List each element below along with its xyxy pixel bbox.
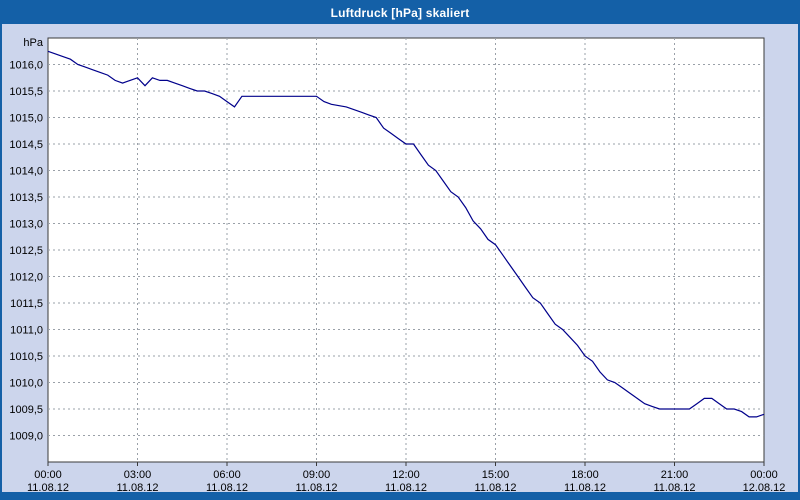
- x-tick-date: 11.08.12: [564, 482, 606, 492]
- y-tick-label: 1010,0: [9, 378, 43, 390]
- x-tick-time: 21:00: [661, 469, 689, 481]
- x-tick-time: 00:00: [750, 469, 778, 481]
- pressure-series-line: [47, 50, 765, 418]
- x-tick-date: 11.08.12: [653, 482, 695, 492]
- x-tick-time: 18:00: [571, 469, 599, 481]
- x-tick-date: 11.08.12: [206, 482, 248, 492]
- y-tick-label: 1011,5: [10, 298, 43, 310]
- window-title: Luftdruck [hPa] skaliert: [2, 2, 798, 24]
- y-tick-label: 1015,5: [9, 86, 43, 98]
- x-tick-time: 09:00: [303, 469, 331, 481]
- x-tick-time: 03:00: [124, 469, 152, 481]
- x-tick-date: 11.08.12: [385, 482, 427, 492]
- y-tick-label: 1011,0: [10, 325, 43, 337]
- y-tick-label: 1016,0: [9, 60, 43, 72]
- x-tick-date: 11.08.12: [116, 482, 158, 492]
- x-tick-time: 15:00: [482, 469, 510, 481]
- x-tick-date: 12.08.12: [743, 482, 786, 492]
- y-axis-unit: hPa: [23, 37, 43, 49]
- y-tick-label: 1009,5: [9, 404, 43, 416]
- pressure-line-chart: 1009,0 1009,5 1010,0 1010,5 1011,0 1011,5 1012…: [9, 37, 786, 492]
- y-tick-label: 1012,0: [9, 272, 43, 284]
- y-tick-label: 1012,5: [9, 245, 43, 257]
- x-tick-date: 11.08.12: [295, 482, 337, 492]
- y-tick-label: 1010,5: [9, 351, 43, 363]
- x-tick-time: 06:00: [213, 469, 241, 481]
- x-tick-date: 11.08.12: [27, 482, 69, 492]
- x-tick-date: 11.08.12: [474, 482, 516, 492]
- x-tick-time: 12:00: [392, 469, 420, 481]
- x-tick-time: 00:00: [34, 469, 62, 481]
- y-tick-label: 1014,0: [9, 166, 43, 178]
- y-tick-label: 1015,0: [9, 113, 43, 125]
- y-tick-label: 1013,5: [9, 192, 43, 204]
- y-tick-label: 1009,0: [9, 431, 43, 443]
- y-tick-label: 1014,5: [9, 139, 43, 151]
- y-tick-label: 1013,0: [9, 219, 43, 231]
